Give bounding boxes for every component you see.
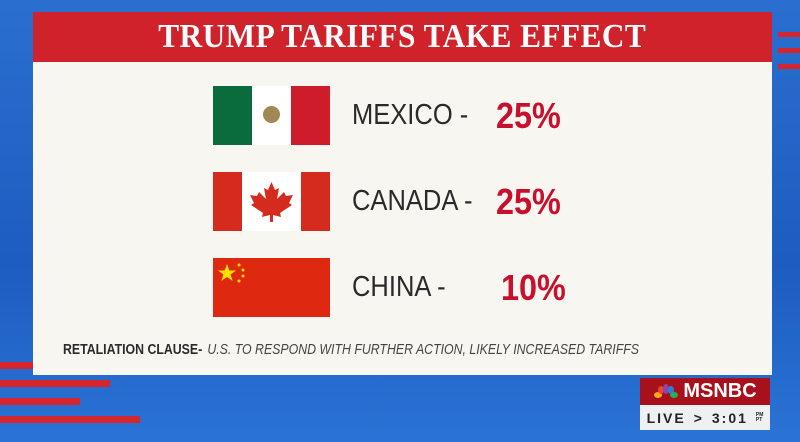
tariff-graphic: TRUMP TARIFFS TAKE EFFECT MEXICO - 25% C… <box>33 12 772 375</box>
decor-stripe <box>0 380 110 387</box>
ampm: PM <box>755 411 764 418</box>
country-name: CHINA - <box>352 271 446 303</box>
peacock-icon <box>654 383 679 398</box>
live-label: LIVE <box>646 409 686 426</box>
footnote: RETALIATION CLAUSE- U.S. TO RESPOND WITH … <box>63 342 639 358</box>
live-bug: LIVE > 3:01 PM PT <box>640 405 770 430</box>
decor-stripe <box>0 398 80 405</box>
tariff-rate: 25% <box>496 94 561 136</box>
header-bar: TRUMP TARIFFS TAKE EFFECT <box>33 12 772 62</box>
canada-flag-icon <box>213 172 330 231</box>
footnote-label: RETALIATION CLAUSE- <box>63 342 203 358</box>
country-row-canada: CANADA - 25% <box>213 172 561 231</box>
network-name: MSNBC <box>683 380 757 402</box>
china-flag-icon <box>213 258 330 317</box>
network-logo: MSNBC <box>640 378 770 405</box>
decor-stripe <box>778 64 800 69</box>
decor-stripe <box>778 48 800 53</box>
arrow-icon: > <box>693 409 704 426</box>
country-name: CANADA - <box>352 185 473 217</box>
tariff-rate: 25% <box>496 180 561 222</box>
country-row-mexico: MEXICO - 25% <box>213 86 561 145</box>
tariff-rate: 10% <box>501 266 566 308</box>
country-name: MEXICO - <box>352 99 469 131</box>
time: 3:01 <box>711 409 748 426</box>
timezone: PT <box>755 416 763 423</box>
stars-icon <box>218 263 245 283</box>
footnote-text: U.S. TO RESPOND WITH FURTHER ACTION, LIK… <box>207 342 640 358</box>
mexico-flag-icon <box>213 86 330 145</box>
country-row-china: CHINA - 10% <box>213 258 566 317</box>
maple-leaf-icon <box>250 182 293 222</box>
decor-stripe <box>778 32 800 37</box>
decor-stripe <box>0 362 40 369</box>
graphic-title: TRUMP TARIFFS TAKE EFFECT <box>158 18 647 55</box>
decor-stripe <box>0 416 140 423</box>
